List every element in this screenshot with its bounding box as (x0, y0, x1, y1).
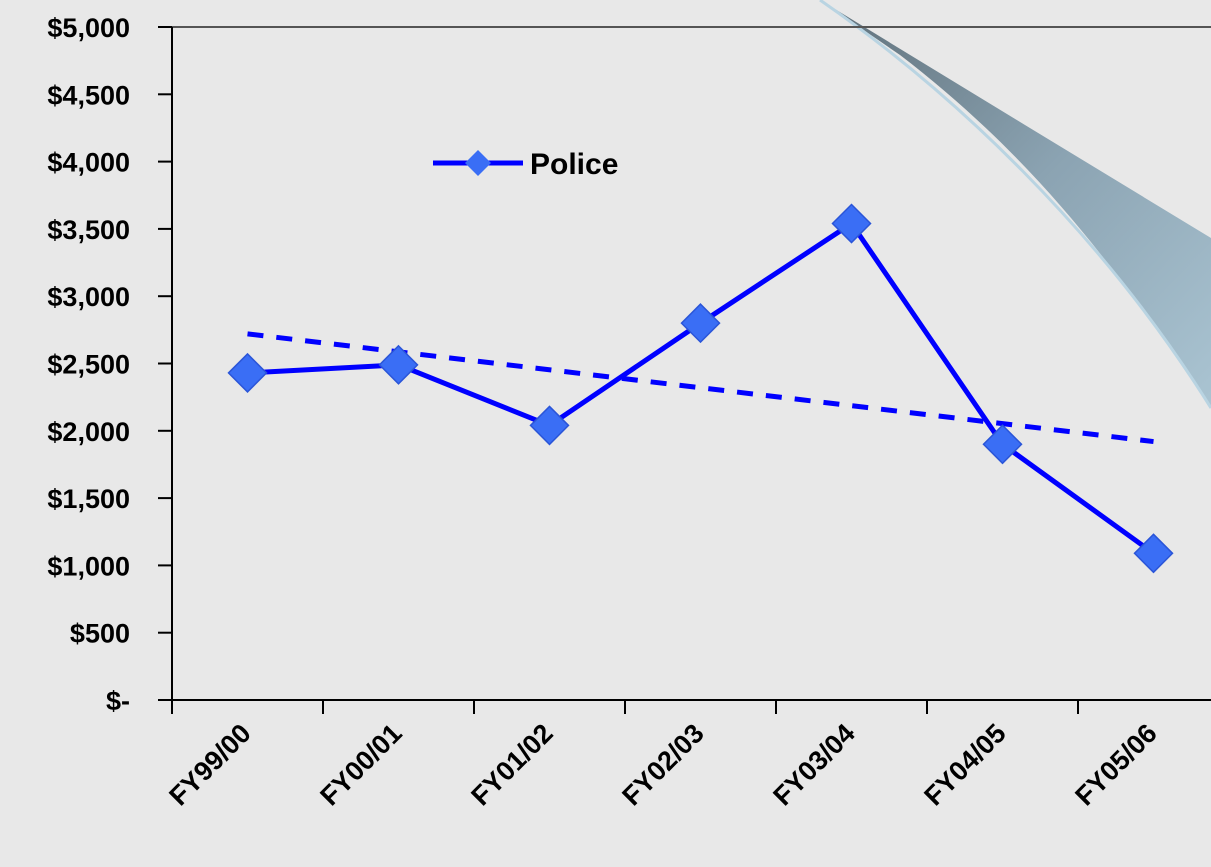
y-tick-label: $2,500 (47, 350, 130, 380)
legend-label-police: Police (530, 148, 618, 181)
series-group (227, 203, 1174, 574)
y-tick-label: $4,000 (47, 148, 130, 178)
y-tick-label: $500 (70, 619, 130, 649)
legend-marker-swatch (465, 150, 491, 176)
y-tick-label: $4,500 (47, 80, 130, 110)
legend: Police (433, 148, 618, 181)
data-point-marker (831, 203, 872, 244)
y-tick-label: $1,000 (47, 551, 130, 581)
y-tick-label: $1,500 (47, 484, 130, 514)
y-tick-label: $3,500 (47, 215, 130, 245)
y-axis-ticks: $- $500 $1,000 $1,500 $2,000 $2,500 $3,000 $3,5… (47, 13, 172, 716)
y-tick-label: $5,000 (47, 13, 130, 43)
data-point-marker (982, 424, 1023, 465)
data-point-marker (1133, 533, 1174, 574)
y-tick-label: $3,000 (47, 282, 130, 312)
decorative-ribbon-edge (819, 0, 1211, 409)
data-point-marker (529, 405, 570, 446)
y-tick-label: $- (106, 686, 130, 716)
data-point-marker (227, 352, 268, 393)
decorative-ribbon (820, 0, 1211, 408)
y-tick-label: $2,000 (47, 417, 130, 447)
data-point-marker (680, 303, 721, 344)
data-point-marker (378, 344, 419, 385)
